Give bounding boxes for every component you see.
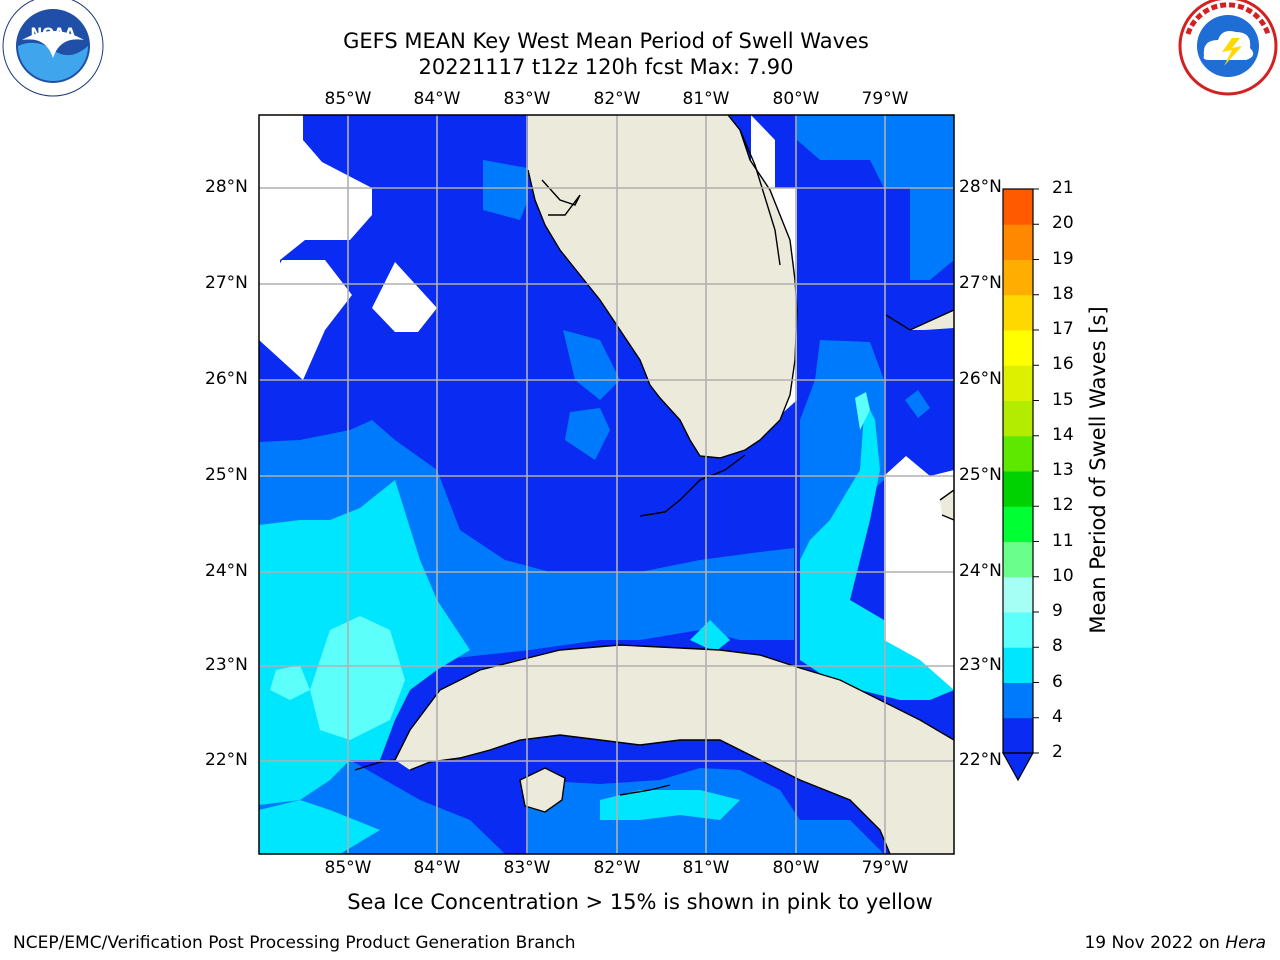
footer-date-text: 19 Nov 2022 on — [1084, 933, 1226, 953]
footer-credit: NCEP/EMC/Verification Post Processing Pr… — [13, 933, 576, 953]
colorbar-segment — [1003, 717, 1033, 754]
lon-label-bottom: 85°W — [324, 858, 372, 878]
lon-label-bottom: 82°W — [593, 858, 641, 878]
lon-label-bottom: 84°W — [413, 858, 461, 878]
colorbar — [1001, 188, 1039, 782]
colorbar-segment — [1003, 189, 1033, 225]
lon-label-top: 81°W — [682, 89, 730, 109]
graticule — [259, 115, 954, 854]
lat-label-left: 27°N — [205, 273, 248, 293]
colorbar-segment — [1003, 506, 1033, 542]
lat-label-left: 26°N — [205, 369, 248, 389]
nws-logo-icon — [1178, 0, 1278, 96]
lon-label-top: 84°W — [413, 89, 461, 109]
colorbar-tick-label: 11 — [1052, 530, 1074, 551]
lat-label-left: 22°N — [205, 750, 248, 770]
colorbar-tick-label: 10 — [1052, 565, 1074, 586]
lat-label-left: 28°N — [205, 177, 248, 197]
colorbar-extend-min — [1001, 752, 1035, 782]
map-border — [258, 114, 955, 855]
map-subtitle-forecast: 20221117 t12z 120h fcst Max: 7.90 — [418, 55, 794, 79]
colorbar-tick-label: 6 — [1052, 671, 1063, 692]
colorbar-tick-label: 20 — [1052, 213, 1074, 234]
lon-label-top: 82°W — [593, 89, 641, 109]
colorbar-segment — [1003, 435, 1033, 472]
colorbar-segment — [1003, 224, 1033, 260]
colorbar-tick-label: 21 — [1052, 178, 1074, 198]
colorbar-segment — [1003, 576, 1033, 613]
noaa-logo-icon: NOAA — [2, 0, 104, 97]
colorbar-segment — [1003, 647, 1033, 683]
colorbar-segment — [1003, 294, 1033, 331]
noaa-logo-text: NOAA — [31, 26, 76, 42]
map-frame — [258, 114, 955, 855]
lat-label-right: 26°N — [959, 369, 1002, 389]
map-title: GEFS MEAN Key West Mean Period of Swell … — [343, 29, 869, 53]
colorbar-tick-label: 16 — [1052, 354, 1074, 375]
colorbar-tick-label: 14 — [1052, 424, 1074, 445]
swell-period-field — [259, 115, 954, 854]
colorbar-segment — [1003, 259, 1033, 296]
lon-label-top: 83°W — [503, 89, 551, 109]
colorbar-tick-label: 15 — [1052, 389, 1074, 410]
colorbar-segment — [1003, 330, 1033, 366]
lon-label-bottom: 80°W — [772, 858, 820, 878]
colorbar-tick-label: 12 — [1052, 495, 1074, 516]
footer-date: 19 Nov 2022 on Hera — [1084, 933, 1266, 953]
lat-label-left: 25°N — [205, 465, 248, 485]
sea-ice-note: Sea Ice Concentration > 15% is shown in … — [347, 890, 933, 914]
lon-label-bottom: 79°W — [861, 858, 909, 878]
footer-host: Hera — [1225, 933, 1266, 953]
lat-label-right: 23°N — [959, 655, 1002, 675]
colorbar-segment — [1003, 400, 1033, 437]
colorbar-segment — [1003, 541, 1033, 578]
colorbar-tick-label: 2 — [1052, 742, 1063, 762]
colorbar-label: Mean Period of Swell Waves [s] — [1086, 306, 1110, 634]
lon-label-bottom: 81°W — [682, 858, 730, 878]
lon-label-top: 85°W — [324, 89, 372, 109]
lat-label-left: 23°N — [205, 655, 248, 675]
colorbar-tick-label: 8 — [1052, 636, 1063, 657]
colorbar-tick-label: 18 — [1052, 283, 1074, 304]
lon-label-bottom: 83°W — [503, 858, 551, 878]
colorbar-tick-label: 13 — [1052, 460, 1074, 480]
lon-label-top: 80°W — [772, 89, 820, 109]
colorbar-tick-label: 19 — [1052, 248, 1074, 269]
colorbar-tick-label: 9 — [1052, 601, 1063, 621]
colorbar-segment — [1003, 365, 1033, 401]
colorbar-tick-label: 4 — [1052, 706, 1063, 727]
colorbar-segment — [1003, 682, 1033, 719]
colorbar-tick-label: 17 — [1052, 319, 1074, 339]
lat-label-left: 24°N — [205, 561, 248, 581]
lon-label-top: 79°W — [861, 89, 909, 109]
lat-label-right: 28°N — [959, 177, 1002, 197]
colorbar-segment — [1003, 471, 1033, 507]
colorbar-segment — [1003, 612, 1033, 648]
lat-label-right: 27°N — [959, 273, 1002, 293]
lat-label-right: 24°N — [959, 561, 1002, 581]
lat-label-right: 25°N — [959, 465, 1002, 485]
lat-label-right: 22°N — [959, 750, 1002, 770]
